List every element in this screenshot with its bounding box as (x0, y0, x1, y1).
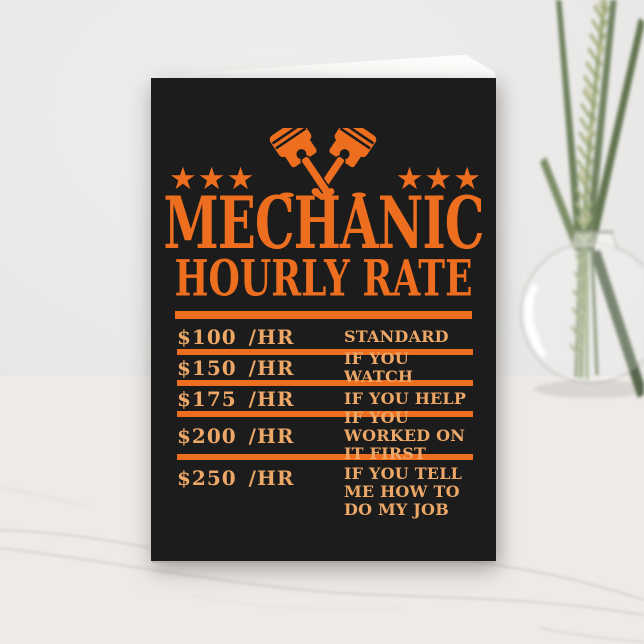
rate-row: $250/HR IF YOU TELL ME HOW TO DO MY JOB (177, 465, 473, 519)
card-title: MECHANIC (163, 179, 484, 266)
star-icon: ★ (169, 161, 198, 197)
divider-bar (177, 411, 473, 417)
rate-unit: /HR (248, 424, 295, 448)
vase-shadow (534, 380, 644, 398)
rate-unit: /HR (248, 325, 295, 349)
rate-amount: $200 (177, 424, 237, 448)
card-subtitle: HOURLY RATE (174, 249, 473, 308)
rate-label: IF YOU WATCH (344, 349, 414, 386)
rate-label: IF YOU WORKED ON IT FIRST (344, 408, 466, 463)
rate-label: IF YOU TELL ME HOW TO DO MY JOB (344, 464, 463, 519)
rate-price: $250/HR (177, 465, 344, 490)
divider-bar (177, 380, 473, 386)
marble-veins (0, 487, 644, 643)
rate-price: $150/HR (177, 356, 344, 380)
rate-unit: /HR (248, 356, 295, 380)
divider-bar (177, 349, 473, 355)
rate-unit: /HR (248, 387, 295, 411)
rate-amount: $100 (177, 325, 237, 349)
rate-row: $175/HR IF YOU HELP (177, 387, 473, 411)
rate-row: $150/HR IF YOU WATCH (177, 350, 473, 386)
star-icon: ★ (453, 161, 482, 197)
stars-right: ★★★ (396, 163, 482, 195)
wheat-spikelets (575, 0, 611, 244)
stems-in-vase (569, 250, 599, 380)
rate-row: $100/HR STANDARD (177, 325, 473, 349)
wheat-spikelets-tan (578, 1, 605, 224)
rate-amount: $150 (177, 356, 237, 380)
rate-amount: $175 (177, 387, 237, 411)
stars-left: ★★★ (169, 163, 255, 195)
star-icon: ★ (424, 161, 454, 197)
rate-label: STANDARD (344, 327, 449, 346)
divider-bar-thick (175, 311, 472, 319)
rate-label: IF YOU HELP (344, 389, 467, 408)
rate-price: $175/HR (177, 387, 344, 411)
crossed-pistons-icon (269, 128, 377, 200)
rate-amount: $250 (177, 466, 237, 490)
star-icon: ★ (197, 161, 227, 197)
rate-price: $100/HR (177, 325, 344, 349)
glass-vase (520, 230, 644, 384)
greeting-card-front: ★★★ ★★★ MECHANIC HOURLY RATE $100/HR STA… (151, 78, 496, 563)
star-icon: ★ (226, 161, 256, 197)
rate-unit: /HR (248, 466, 295, 490)
rate-row: $200/HR IF YOU WORKED ON IT FIRST (177, 409, 473, 463)
rate-price: $200/HR (177, 424, 344, 448)
star-icon: ★ (395, 161, 425, 197)
rates-list: $100/HR STANDARD $150/HR IF YOU WATCH $1… (177, 321, 473, 519)
divider-bar (177, 454, 473, 460)
